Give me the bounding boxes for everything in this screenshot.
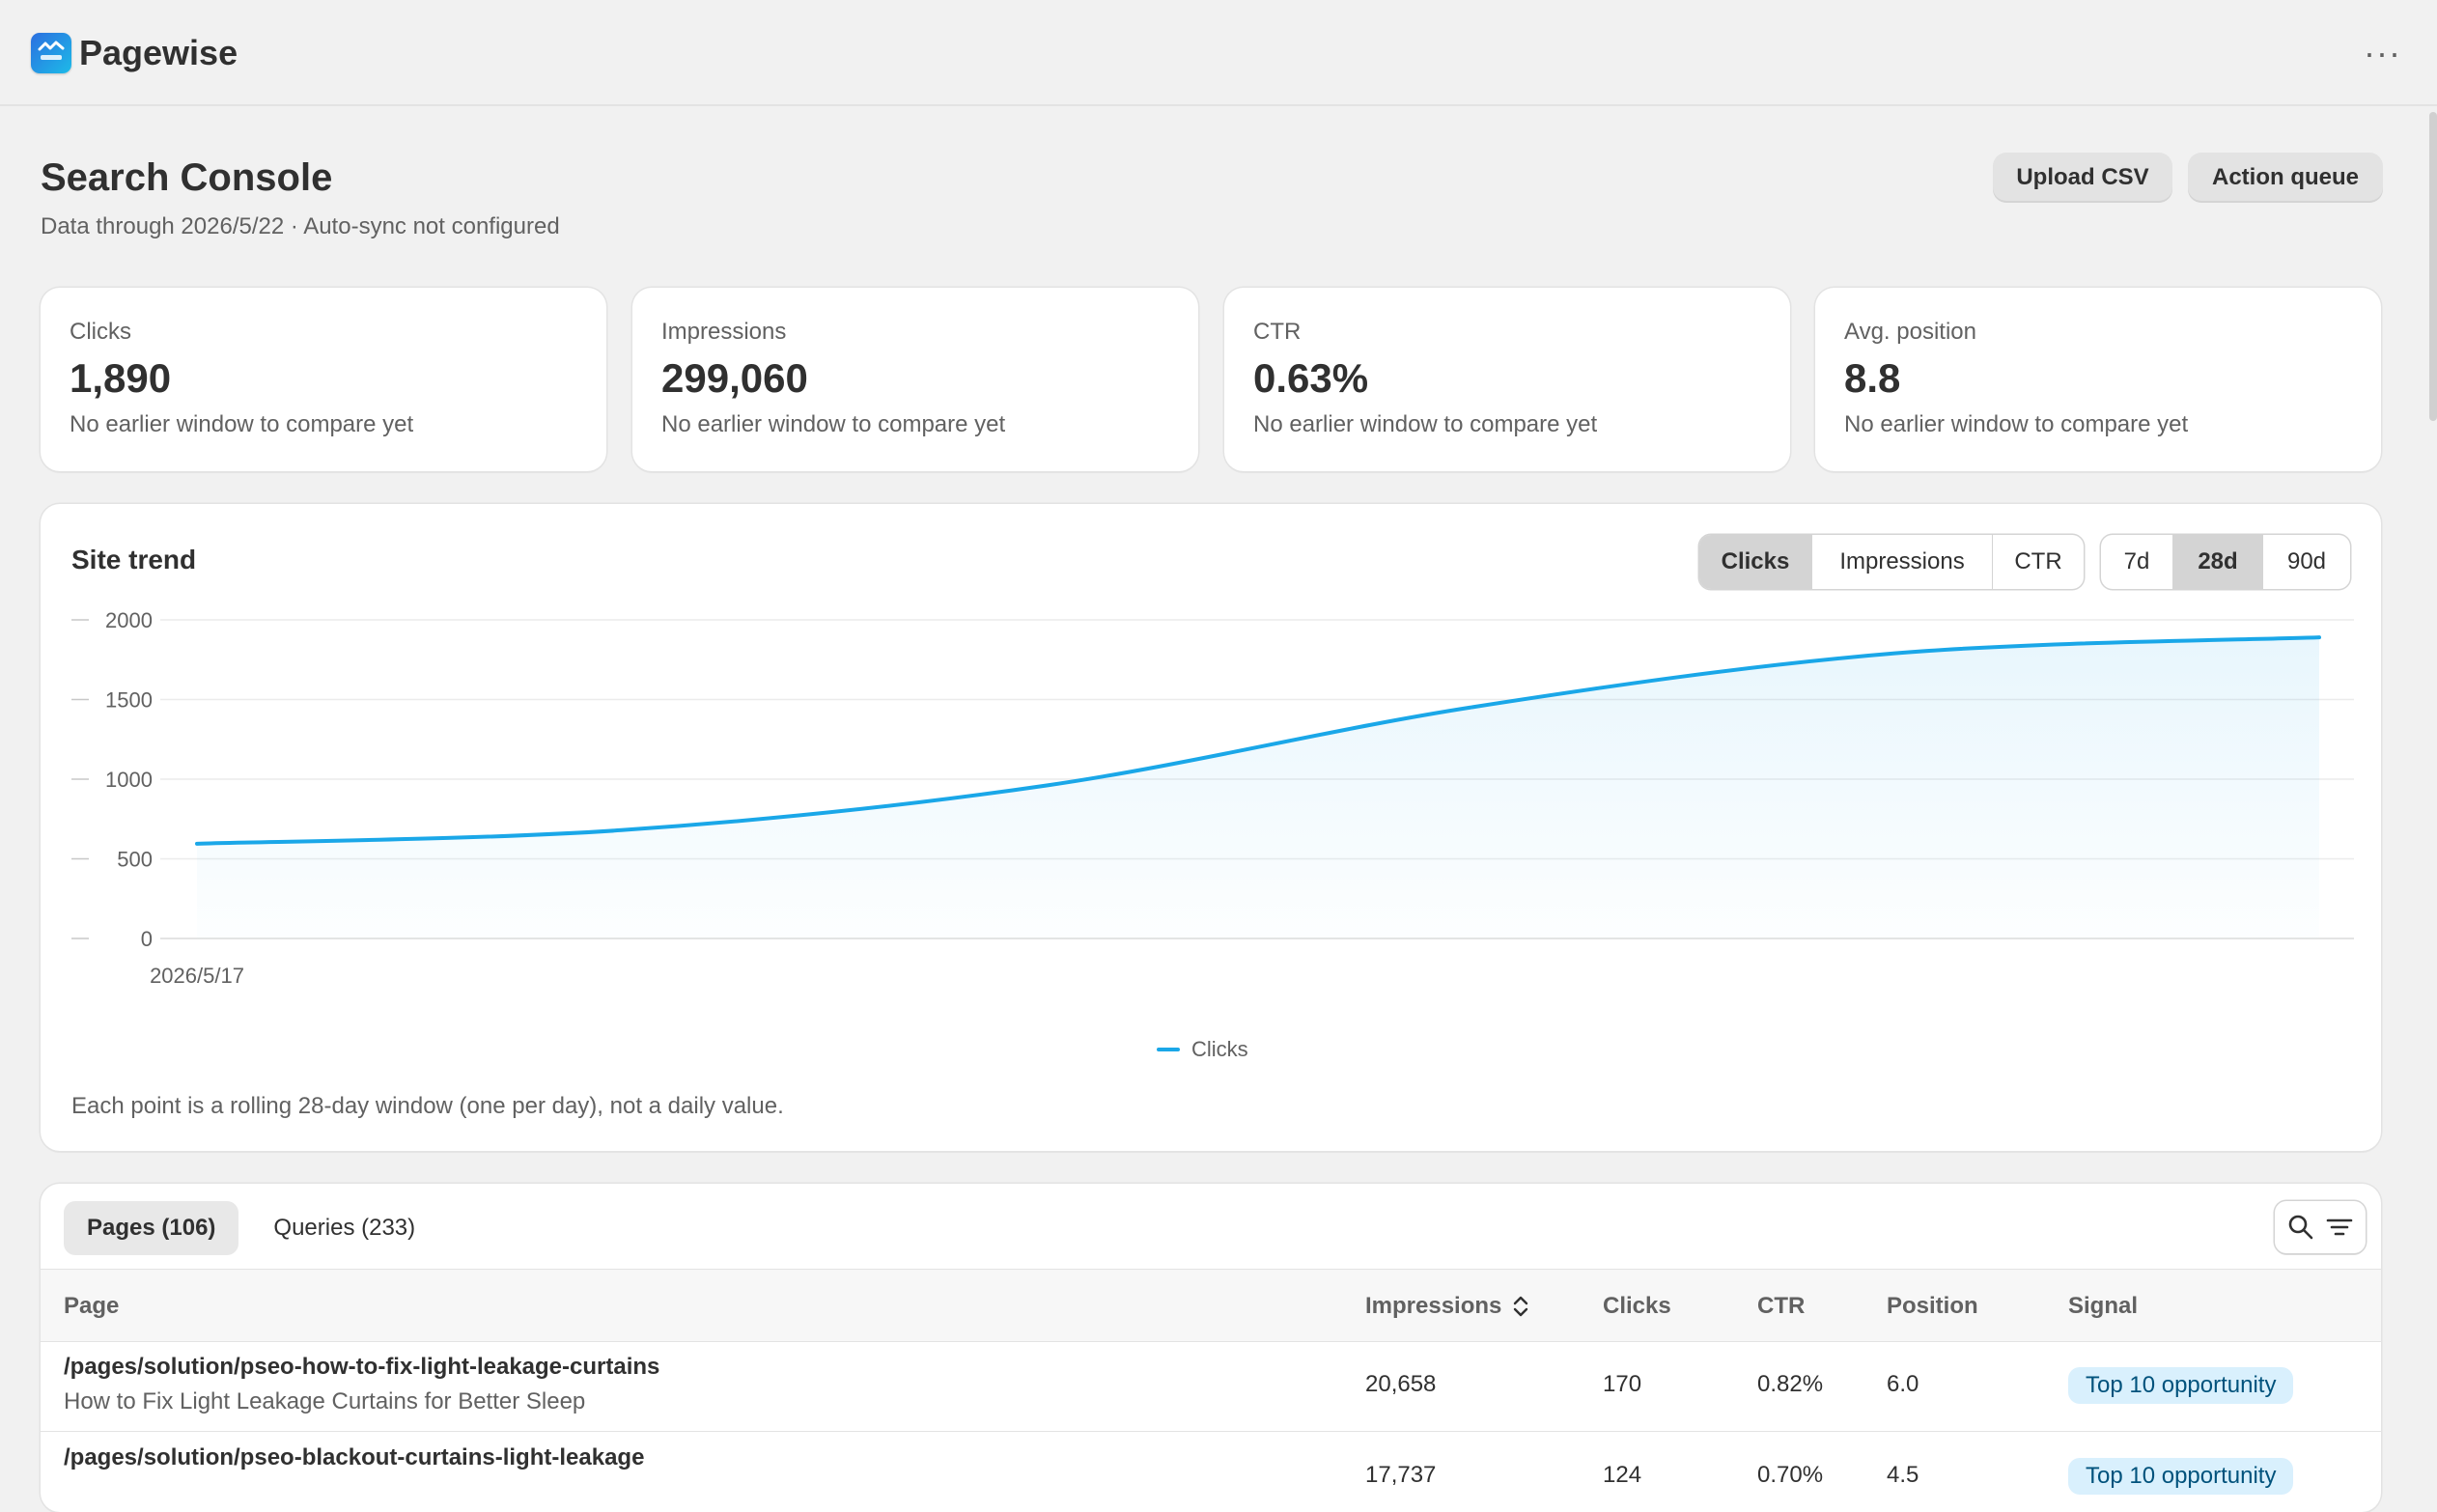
site-trend-card: Site trend Clicks Impressions CTR 7d 28d…	[41, 504, 2381, 1151]
range-28d-option[interactable]: 28d	[2172, 535, 2262, 589]
top-bar: Pagewise ···	[0, 0, 2437, 106]
col-ctr[interactable]: CTR	[1757, 1293, 1806, 1319]
action-queue-button[interactable]: Action queue	[2188, 153, 2383, 203]
stat-card-ctr: CTR 0.63% No earlier window to compare y…	[1224, 288, 1790, 471]
stat-label: CTR	[1253, 319, 1302, 345]
stat-value: 0.63%	[1253, 355, 1369, 401]
range-7d-option[interactable]: 7d	[2123, 548, 2150, 574]
stat-compare: No earlier window to compare yet	[1253, 411, 1598, 437]
row-page-desc: How to Fix Light Leakage Curtains for Be…	[64, 1388, 586, 1414]
tab-queries[interactable]: Queries (233)	[273, 1215, 416, 1241]
filter-icon	[2326, 1218, 2353, 1236]
col-page[interactable]: Page	[64, 1293, 120, 1319]
trend-title: Site trend	[71, 545, 197, 574]
page-scrollbar[interactable]	[2429, 112, 2437, 421]
metric-clicks-option[interactable]: Clicks	[1699, 535, 1811, 589]
row-impressions: 20,658	[1365, 1371, 1437, 1397]
range-90d-option[interactable]: 90d	[2262, 535, 2350, 589]
stat-value: 299,060	[661, 355, 808, 401]
y-tick-label: 0	[141, 927, 153, 951]
site-trend-chart: 0 500 1000 1500 2000 2026/5/17	[71, 608, 2354, 988]
row-ctr: 0.82%	[1757, 1371, 1824, 1397]
clicks-series-line	[195, 635, 2321, 846]
search-icon	[2288, 1215, 2313, 1240]
col-signal[interactable]: Signal	[2068, 1293, 2139, 1319]
row-position: 4.5	[1887, 1462, 1919, 1488]
col-clicks[interactable]: Clicks	[1603, 1293, 1671, 1319]
page-title: Search Console	[41, 156, 333, 199]
row-clicks: 170	[1603, 1371, 1642, 1397]
table-row[interactable]: /pages/solution/pseo-blackout-curtains-l…	[41, 1431, 2381, 1512]
range-segmented-control: 7d 28d 90d	[2101, 535, 2350, 589]
y-tick-label: 1000	[105, 768, 153, 792]
stat-label: Avg. position	[1844, 319, 1976, 345]
table-header: Page Impressions Clicks CTR Position Sig…	[41, 1269, 2381, 1342]
stat-card-avg-position: Avg. position 8.8 No earlier window to c…	[1815, 288, 2381, 471]
signal-badge: Top 10 opportunity	[2068, 1458, 2294, 1495]
pages-table-card: Pages (106) Queries (233) Page Impressio…	[41, 1184, 2381, 1512]
metric-impressions-option[interactable]: Impressions	[1811, 535, 1992, 589]
stat-label: Impressions	[661, 319, 787, 345]
table-tabs: Pages (106) Queries (233)	[64, 1201, 438, 1255]
row-clicks: 124	[1603, 1462, 1642, 1488]
upload-csv-button[interactable]: Upload CSV	[1993, 153, 2172, 203]
row-page-path[interactable]: /pages/solution/pseo-blackout-curtains-l…	[64, 1444, 645, 1470]
y-tick-label: 1500	[105, 688, 153, 713]
y-tick-label: 500	[117, 848, 153, 872]
col-impressions-label: Impressions	[1365, 1293, 1502, 1319]
stat-value: 1,890	[70, 355, 172, 401]
x-tick-label: 2026/5/17	[150, 964, 244, 988]
clicks-area	[197, 637, 2319, 938]
search-filter-button[interactable]	[2275, 1201, 2366, 1253]
stat-value: 8.8	[1844, 355, 1901, 401]
tab-pages[interactable]: Pages (106)	[64, 1201, 239, 1255]
chart-note: Each point is a rolling 28-day window (o…	[71, 1093, 784, 1119]
page-subtitle: Data through 2026/5/22 · Auto-sync not c…	[41, 213, 560, 239]
row-ctr: 0.70%	[1757, 1462, 1824, 1488]
row-impressions: 17,737	[1365, 1462, 1437, 1488]
table-row[interactable]: /pages/solution/pseo-how-to-fix-light-le…	[41, 1340, 2381, 1432]
app-name: Pagewise	[79, 33, 238, 72]
stat-compare: No earlier window to compare yet	[70, 411, 414, 437]
pagewise-logo-icon	[31, 33, 71, 73]
signal-badge: Top 10 opportunity	[2068, 1367, 2294, 1404]
row-page-path[interactable]: /pages/solution/pseo-how-to-fix-light-le…	[64, 1354, 660, 1380]
more-horizontal-icon[interactable]: ···	[2364, 33, 2401, 72]
chart-legend: Clicks	[1157, 1037, 1248, 1062]
stat-compare: No earlier window to compare yet	[1844, 411, 2189, 437]
y-tick-label: 2000	[105, 608, 153, 632]
sort-icon[interactable]	[1509, 1293, 1532, 1320]
stat-label: Clicks	[70, 319, 131, 345]
col-impressions[interactable]: Impressions	[1365, 1293, 1532, 1320]
col-position[interactable]: Position	[1887, 1293, 1978, 1319]
stat-card-clicks: Clicks 1,890 No earlier window to compar…	[41, 288, 606, 471]
metric-ctr-option[interactable]: CTR	[1992, 535, 2084, 589]
stat-compare: No earlier window to compare yet	[661, 411, 1006, 437]
legend-label-clicks: Clicks	[1191, 1037, 1248, 1061]
legend-swatch	[1157, 1048, 1180, 1051]
metric-segmented-control: Clicks Impressions CTR	[1699, 535, 2084, 589]
row-position: 6.0	[1887, 1371, 1919, 1397]
stat-card-impressions: Impressions 299,060 No earlier window to…	[632, 288, 1198, 471]
